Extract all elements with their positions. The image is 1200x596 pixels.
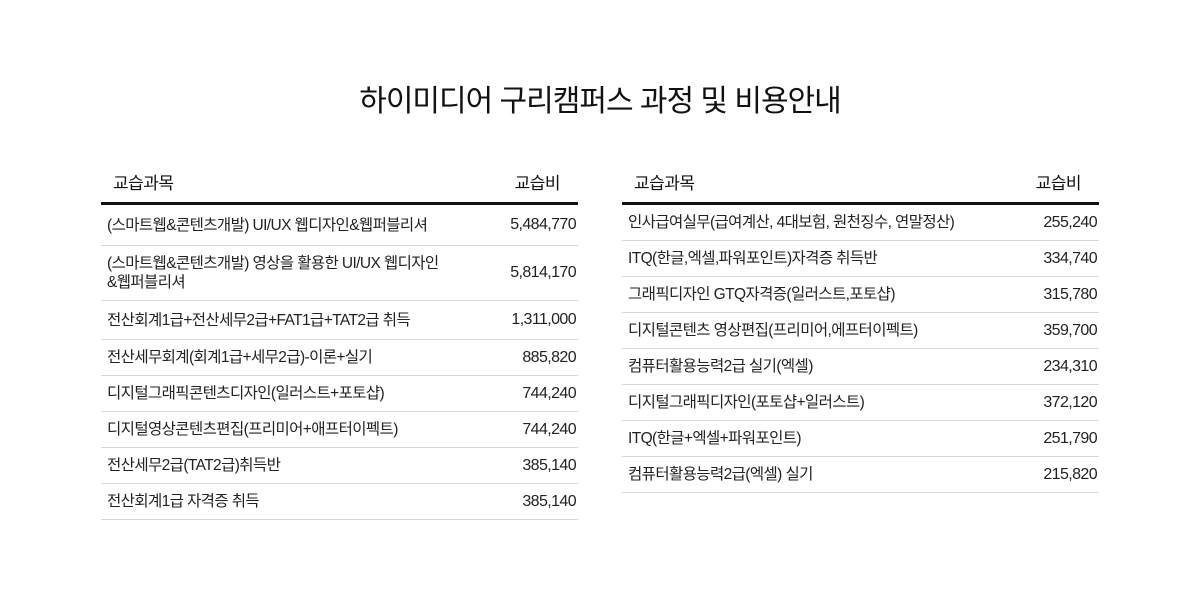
course-fee: 744,240 [522, 384, 576, 402]
table-row: 전산세무2급(TAT2급)취득반 385,140 [101, 448, 578, 484]
course-fee: 385,140 [522, 492, 576, 510]
table-row: 디지털그래픽콘텐츠디자인(일러스트+포토샵) 744,240 [101, 376, 578, 412]
course-fee: 315,780 [1043, 285, 1097, 303]
course-fee-table-left: 교습과목 교습비 (스마트웹&콘텐츠개발) UI/UX 웹디자인&웹퍼블리셔 5,… [101, 160, 578, 520]
course-name: 컴퓨터활용능력2급(엑셀) 실기 [628, 466, 813, 483]
table-row: (스마트웹&콘텐츠개발) 영상을 활용한 UI/UX 웹디자인&웹퍼블리셔 5,8… [101, 246, 578, 301]
course-fee: 5,814,170 [510, 264, 576, 281]
table-row: 컴퓨터활용능력2급 실기(엑셀) 234,310 [622, 349, 1099, 385]
table-row: 전산세무회계(회계1급+세무2급)-이론+실기 885,820 [101, 340, 578, 376]
table-row: 디지털그래픽디자인(포토샵+일러스트) 372,120 [622, 385, 1099, 421]
table-row: (스마트웹&콘텐츠개발) UI/UX 웹디자인&웹퍼블리셔 5,484,770 [101, 205, 578, 246]
table-row: 인사급여실무(급여계산, 4대보험, 원천징수, 연말정산) 255,240 [622, 205, 1099, 241]
course-fee: 359,700 [1043, 321, 1097, 339]
course-name: 전산회계1급 자격증 취득 [107, 493, 260, 510]
course-fee: 885,820 [522, 348, 576, 366]
table-row: ITQ(한글+엑셀+파워포인트) 251,790 [622, 421, 1099, 457]
course-name: 디지털영상콘텐츠편집(프리미어+애프터이펙트) [107, 421, 398, 438]
header-course: 교습과목 [634, 173, 695, 193]
table-row: 컴퓨터활용능력2급(엑셀) 실기 215,820 [622, 457, 1099, 493]
course-fee: 744,240 [522, 420, 576, 438]
table-header: 교습과목 교습비 [101, 160, 578, 205]
course-name: ITQ(한글,엑셀,파워포인트)자격증 취득반 [628, 250, 878, 267]
course-fee: 5,484,770 [510, 216, 576, 233]
course-fee: 251,790 [1043, 429, 1097, 447]
table-row: 전산회계1급+전산세무2급+FAT1급+TAT2급 취득 1,311,000 [101, 301, 578, 340]
course-name: ITQ(한글+엑셀+파워포인트) [628, 430, 802, 447]
course-name: 전산세무회계(회계1급+세무2급)-이론+실기 [107, 349, 373, 366]
course-name: 그래픽디자인 GTQ자격증(일러스트,포토샵) [628, 286, 895, 303]
header-course: 교습과목 [113, 173, 174, 193]
course-name: 인사급여실무(급여계산, 4대보험, 원천징수, 연말정산) [628, 214, 955, 231]
course-fee: 334,740 [1043, 249, 1097, 267]
course-name: 디지털콘텐츠 영상편집(프리미어,에프터이펙트) [628, 322, 918, 339]
table-row: 디지털콘텐츠 영상편집(프리미어,에프터이펙트) 359,700 [622, 313, 1099, 349]
table-row: 디지털영상콘텐츠편집(프리미어+애프터이펙트) 744,240 [101, 412, 578, 448]
course-fee: 1,311,000 [511, 311, 576, 328]
header-fee: 교습비 [514, 173, 561, 193]
course-name: (스마트웹&콘텐츠개발) UI/UX 웹디자인&웹퍼블리셔 [107, 216, 428, 234]
course-fee: 385,140 [522, 456, 576, 474]
table-row: 그래픽디자인 GTQ자격증(일러스트,포토샵) 315,780 [622, 277, 1099, 313]
course-fee: 234,310 [1043, 357, 1097, 375]
table-row: 전산회계1급 자격증 취득 385,140 [101, 484, 578, 520]
course-name: 전산회계1급+전산세무2급+FAT1급+TAT2급 취득 [107, 311, 411, 329]
course-name: 컴퓨터활용능력2급 실기(엑셀) [628, 358, 813, 375]
course-fee: 255,240 [1043, 213, 1097, 231]
page-title: 하이미디어 구리캠퍼스 과정 및 비용안내 [359, 85, 842, 118]
course-fee: 215,820 [1043, 465, 1097, 483]
course-name: 디지털그래픽콘텐츠디자인(일러스트+포토샵) [107, 385, 385, 402]
course-fee-table-right: 교습과목 교습비 인사급여실무(급여계산, 4대보험, 원천징수, 연말정산) 2… [622, 160, 1099, 493]
course-fee: 372,120 [1043, 393, 1097, 411]
table-header: 교습과목 교습비 [622, 160, 1099, 205]
table-row: ITQ(한글,엑셀,파워포인트)자격증 취득반 334,740 [622, 241, 1099, 277]
course-name: 전산세무2급(TAT2급)취득반 [107, 457, 281, 474]
header-fee: 교습비 [1035, 173, 1082, 193]
course-name: (스마트웹&콘텐츠개발) 영상을 활용한 UI/UX 웹디자인&웹퍼블리셔 [107, 255, 439, 291]
course-name: 디지털그래픽디자인(포토샵+일러스트) [628, 394, 865, 411]
